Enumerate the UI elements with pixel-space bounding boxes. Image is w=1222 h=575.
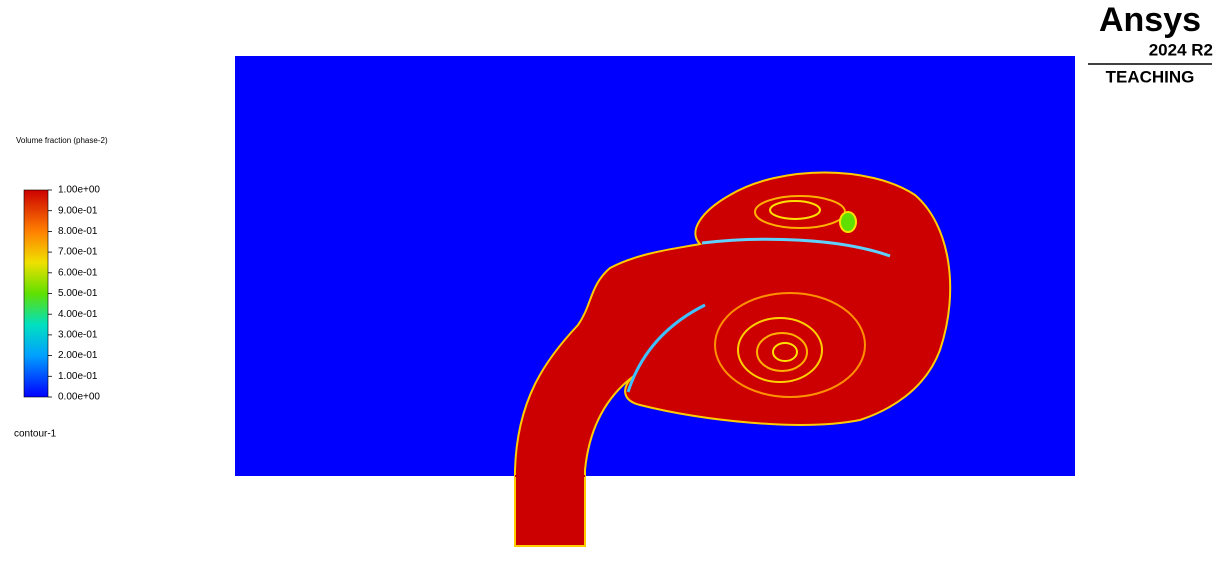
- tick-label: 1.00e+00: [58, 185, 100, 196]
- tick-label: 6.00e-01: [58, 267, 98, 278]
- legend-title: Volume fraction (phase-2): [16, 136, 108, 145]
- tick-label: 4.00e-01: [58, 309, 98, 320]
- gap-lower: [626, 303, 706, 393]
- contour-plot: [235, 56, 1075, 547]
- tick-label: 3.00e-01: [58, 330, 98, 341]
- tick-labels: 1.00e+00 9.00e-01 8.00e-01 7.00e-01 6.00e-01…: [48, 185, 100, 403]
- tick-label: 2.00e-01: [58, 350, 98, 361]
- tick-label: 7.00e-01: [58, 247, 98, 258]
- tick-label: 9.00e-01: [58, 205, 98, 216]
- legend: Volume fraction (phase-2) 1.00e+00 9.00e-…: [14, 136, 108, 440]
- logo-brand: Ansys: [1099, 1, 1201, 39]
- logo: Ansys 2024 R2 TEACHING: [1088, 1, 1213, 86]
- vortex-rings: [714, 195, 866, 398]
- tick-label: 0.00e+00: [58, 392, 100, 403]
- logo-edition: TEACHING: [1106, 67, 1195, 86]
- contour-name: contour-1: [14, 429, 57, 440]
- tick-label: 1.00e-01: [58, 371, 98, 382]
- colorbar: [23, 189, 49, 398]
- tick-label: 8.00e-01: [58, 226, 98, 237]
- gap-upper: [701, 237, 891, 258]
- tick-label: 5.00e-01: [58, 288, 98, 299]
- phase-region: [514, 171, 952, 547]
- logo-version: 2024 R2: [1149, 40, 1213, 59]
